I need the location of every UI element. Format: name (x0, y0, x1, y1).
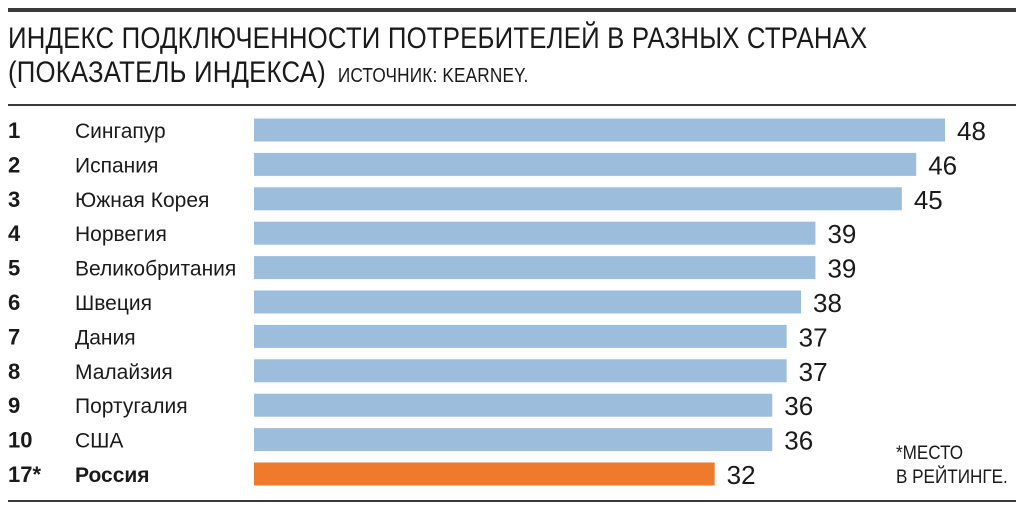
category-label: США (75, 430, 123, 453)
rank-label: 2 (8, 152, 20, 177)
rank-label: 8 (8, 359, 20, 384)
rank-label: 3 (8, 187, 20, 212)
source-note: ИСТОЧНИК: KEARNEY. (337, 65, 529, 87)
rank-label: 1 (8, 118, 20, 143)
category-label: Великобритания (75, 258, 236, 281)
bar (254, 428, 773, 452)
rank-label: 7 (8, 324, 20, 349)
bar (254, 118, 945, 142)
top-rule (8, 8, 1016, 12)
title-line-2: (ПОКАЗАТЕЛЬ ИНДЕКСА) (8, 56, 326, 89)
rank-label: 10 (8, 428, 32, 453)
value-label: 32 (727, 460, 756, 490)
rank-label: 9 (8, 393, 20, 418)
category-label: Португалия (75, 395, 188, 418)
bar (254, 359, 787, 383)
rank-label: 17* (8, 462, 41, 487)
category-label: Швеция (75, 292, 152, 315)
bar (254, 393, 773, 417)
value-label: 45 (914, 185, 943, 215)
bar (254, 221, 816, 245)
value-label: 36 (784, 391, 813, 421)
value-label: 48 (957, 116, 986, 146)
bar (254, 256, 816, 280)
value-label: 37 (799, 357, 828, 387)
value-label: 38 (813, 288, 842, 318)
value-label: 39 (827, 219, 856, 249)
bar (254, 152, 917, 176)
header-rule (8, 104, 1016, 106)
bar (254, 324, 787, 348)
rank-label: 6 (8, 290, 20, 315)
category-label: Испания (75, 154, 158, 177)
bar (254, 290, 802, 314)
rank-label: 4 (8, 221, 21, 246)
value-label: 37 (799, 322, 828, 352)
chart-title: ИНДЕКС ПОДКЛЮЧЕННОСТИ ПОТРЕБИТЕЛЕЙ В РАЗ… (8, 22, 867, 93)
bar (254, 187, 902, 211)
category-label: Дания (75, 326, 136, 349)
footnote: *МЕСТО В РЕЙТИНГЕ. (896, 443, 1008, 488)
category-label: Россия (75, 464, 150, 487)
rank-label: 5 (8, 256, 20, 281)
category-label: Малайзия (75, 361, 173, 384)
value-label: 36 (784, 426, 813, 456)
bottom-rule (8, 500, 1016, 502)
value-label: 46 (928, 150, 957, 180)
category-label: Южная Корея (75, 189, 209, 212)
category-label: Норвегия (75, 223, 167, 246)
category-label: Сингапур (75, 120, 166, 143)
title-line-1: ИНДЕКС ПОДКЛЮЧЕННОСТИ ПОТРЕБИТЕЛЕЙ В РАЗ… (8, 22, 868, 55)
bar-highlight (254, 462, 715, 486)
value-label: 39 (827, 254, 856, 284)
